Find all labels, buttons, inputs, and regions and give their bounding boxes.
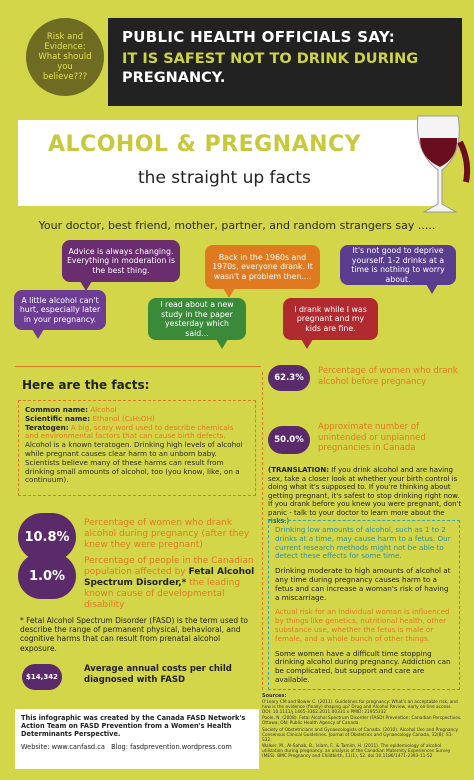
badge: Risk and Evidence: What should you belie…: [26, 18, 104, 96]
text: If you drink alcohol and are having sex,…: [268, 466, 462, 525]
source: O'Leary CM and Bower C. (2011). Guidelin…: [262, 700, 458, 716]
speech-bubble: Advice is always changing. Everything in…: [62, 240, 180, 291]
value: Ethanol (C₂H₅OH): [92, 413, 155, 423]
speech-bubble: I drank while I was pregnant and my kids…: [283, 298, 378, 349]
footer: This infographic was created by the Cana…: [15, 709, 259, 769]
header-message: IT IS SAFEST NOT TO DRINK DURING PREGNANC…: [122, 50, 448, 88]
label: Teratogen:: [25, 422, 69, 432]
speech-bubble: A little alcohol can't hurt, especially …: [14, 290, 106, 339]
translation: (TRANSLATION: If you drink alcohol and a…: [268, 466, 462, 526]
text: the leading known cause of developmental…: [84, 578, 241, 610]
paragraph: Alcohol is a known teratogen. Drinking h…: [25, 440, 243, 485]
fasd-note: * Fetal Alcohol Spectrum Disorder (FASD)…: [20, 616, 249, 653]
sources: Sources: O'Leary CM and Bower C. (2011).…: [262, 693, 462, 760]
definitions: Common name: Alcohol Scientific name: Et…: [18, 400, 256, 496]
text: Percentage of people in the Canadian pop…: [84, 556, 254, 577]
stat-circle: $14,342: [22, 664, 62, 690]
risk-paragraph: Drinking low amounts of alcohol, such as…: [275, 525, 451, 561]
stat-text: Average annual costs per child diagnosed…: [84, 664, 232, 685]
label: (TRANSLATION:: [268, 466, 330, 474]
blog: Blog: fasdprevention.wordpress.com: [111, 742, 232, 751]
risk-paragraph: Some women have a difficult time stoppin…: [275, 648, 451, 684]
emphasis: Fetal Alcohol Spectrum Disorder,*: [84, 567, 255, 588]
links: Website: www.canfasd.ca Blog: fasdpreven…: [21, 743, 253, 751]
header: PUBLIC HEALTH OFFICIALS SAY: IT IS SAFES…: [108, 18, 462, 106]
risk-paragraph: Drinking moderate to high amounts of alc…: [275, 566, 451, 602]
header-title: PUBLIC HEALTH OFFICIALS SAY:: [122, 28, 396, 46]
credit: This infographic was created by the Cana…: [21, 714, 246, 739]
stat-text: Approximate number of unintended or unpl…: [318, 422, 426, 453]
banner-subtitle: the straight up facts: [138, 168, 311, 188]
banner: ALCOHOL & PREGNANCY the straight up fact…: [18, 120, 440, 206]
label: Common name:: [25, 405, 88, 414]
intro: Your doctor, best friend, mother, partne…: [38, 219, 436, 232]
facts-heading: Here are the facts:: [22, 378, 150, 392]
value: A big, scary word used to describe chemi…: [25, 422, 234, 441]
speech-bubble: It's not good to deprive yourself. 1-2 d…: [340, 245, 456, 294]
source: Poole, N. (2008). Fetal Alcohol Spectrum…: [262, 716, 462, 727]
risk-box: Drinking low amounts of alcohol, such as…: [268, 520, 460, 690]
speech-bubble: I read about a new study in the paper ye…: [148, 298, 246, 349]
stat-text: Percentage of people in the Canadian pop…: [84, 556, 256, 611]
divider: [262, 372, 263, 690]
message-end: PREGNANCY.: [122, 70, 226, 86]
stat-text: Percentage of women who drank alcohol be…: [318, 366, 458, 387]
source: Walker, M., Al-Sahab, B., Islam, F., & T…: [262, 743, 451, 760]
value: Alcohol: [90, 405, 117, 414]
stat-circle: 50.0%: [268, 426, 310, 454]
stat-text: Percentage of women who drank alcohol du…: [84, 518, 250, 550]
stat-circle: 1.0%: [18, 553, 76, 599]
divider: [15, 366, 261, 367]
speech-bubble: Back in the 1960s and 1970s, everyone dr…: [205, 245, 320, 298]
message-highlight: IT IS SAFEST NOT TO DRINK DURING: [122, 51, 419, 67]
wine-glass: [416, 115, 471, 213]
source: Society of Obstetricians and Gynaecologi…: [262, 727, 459, 743]
sources-heading: Sources:: [262, 693, 287, 699]
website: Website: www.canfasd.ca: [21, 742, 105, 751]
label: Scientific name:: [25, 413, 91, 423]
stat-circle: 62.3%: [268, 365, 310, 391]
banner-title: ALCOHOL & PREGNANCY: [48, 132, 362, 157]
risk-paragraph: Actual risk for an individual woman is i…: [275, 607, 450, 643]
